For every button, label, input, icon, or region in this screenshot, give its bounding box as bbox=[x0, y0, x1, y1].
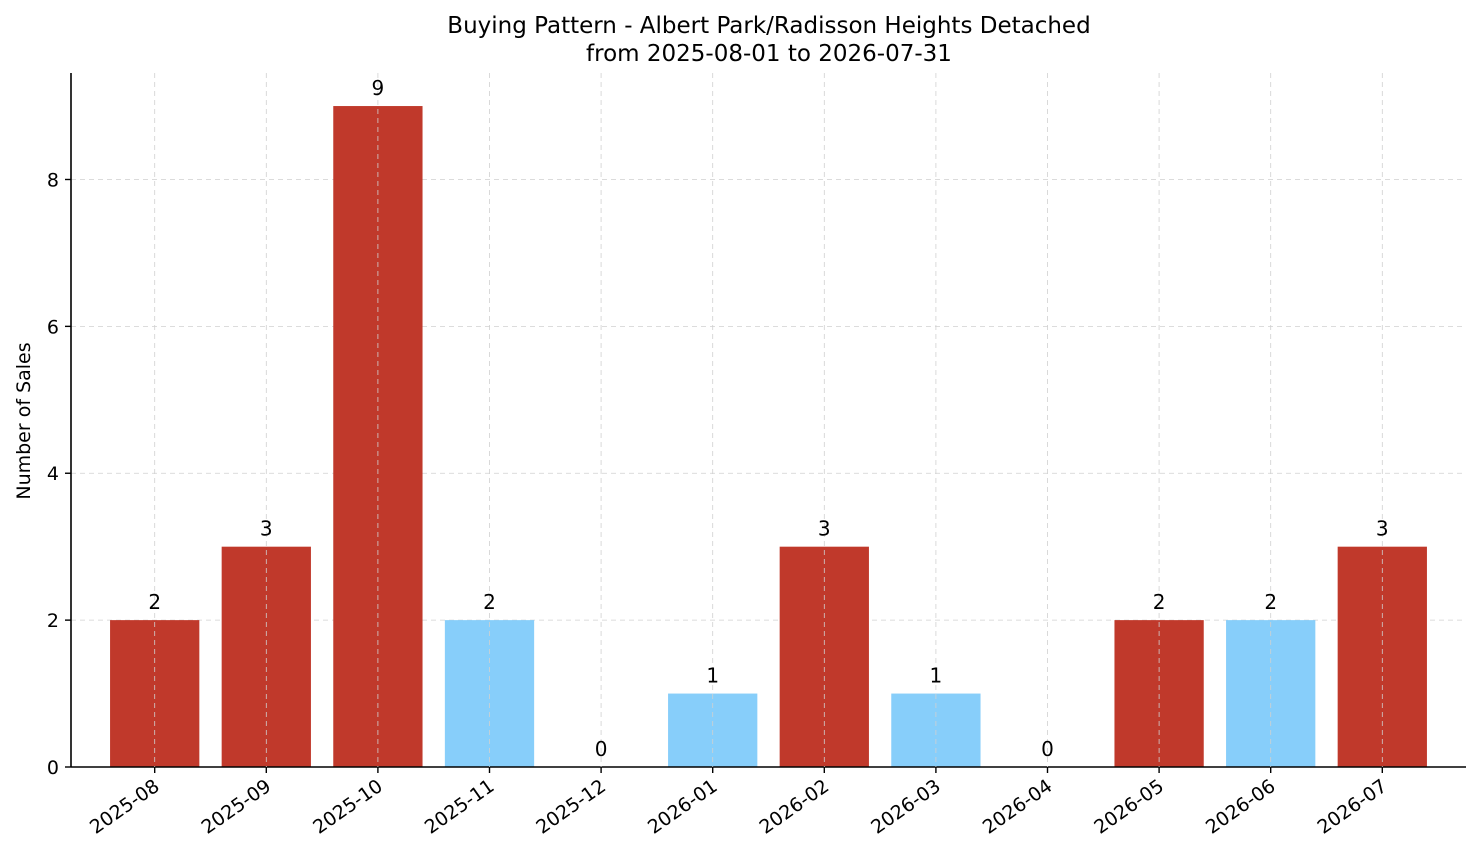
axes bbox=[70, 73, 1466, 768]
bar-value-label: 2 bbox=[483, 590, 496, 614]
chart-subtitle: from 2025-08-01 to 2026-07-31 bbox=[586, 41, 952, 67]
bar-value-label: 3 bbox=[1376, 517, 1389, 541]
bar-value-label: 2 bbox=[1153, 590, 1166, 614]
bar-value-label: 9 bbox=[372, 76, 385, 100]
y-tick-label: 0 bbox=[47, 757, 59, 779]
y-tick-label: 8 bbox=[47, 169, 59, 191]
bar-value-label: 1 bbox=[930, 664, 943, 688]
y-tick-label: 2 bbox=[47, 610, 59, 632]
bar-value-label: 1 bbox=[706, 664, 719, 688]
bar-value-label: 3 bbox=[260, 517, 273, 541]
bar-value-label: 3 bbox=[818, 517, 831, 541]
chart-title: Buying Pattern - Albert Park/Radisson He… bbox=[447, 13, 1090, 39]
bar-value-label: 0 bbox=[1041, 737, 1054, 761]
data-labels: 2 3 9 2 0 1 3 1 0 2 2 3 bbox=[148, 73, 1389, 767]
bar-value-label: 2 bbox=[1264, 590, 1277, 614]
y-axis-label: Number of Sales bbox=[13, 342, 35, 499]
bar-value-label: 2 bbox=[148, 590, 161, 614]
bar-value-label: 0 bbox=[595, 737, 608, 761]
y-tick-label: 6 bbox=[47, 316, 59, 338]
y-tick-label: 4 bbox=[47, 463, 59, 485]
